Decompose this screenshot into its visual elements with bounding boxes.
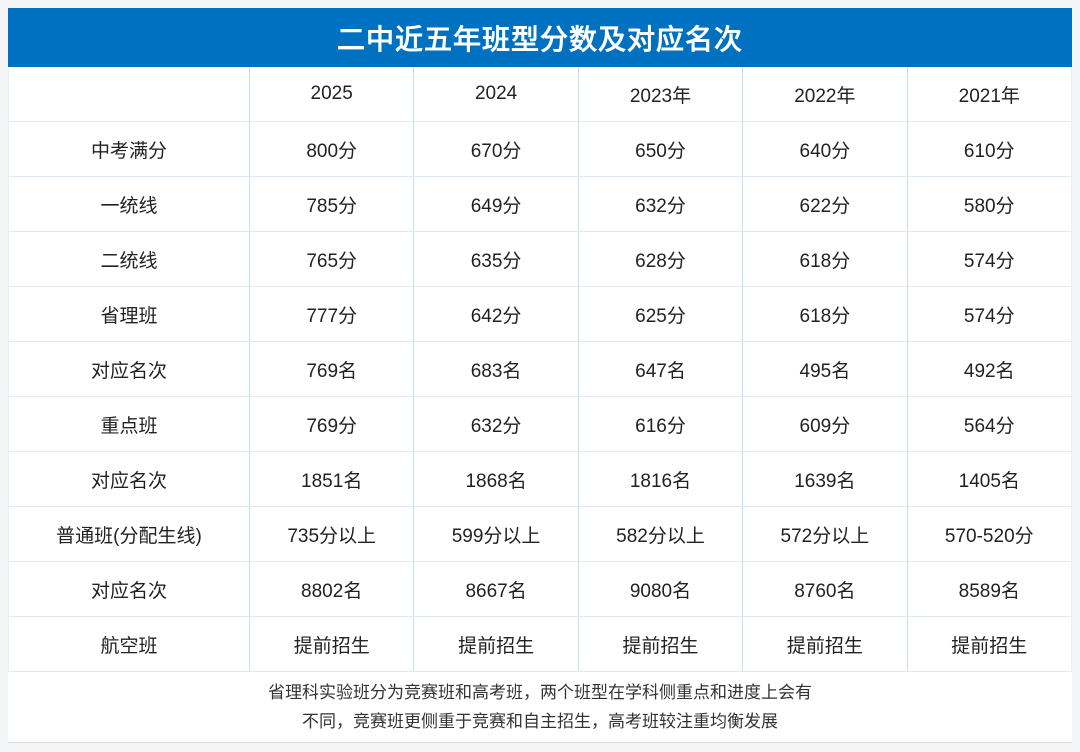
table-cell: 提前招生	[248, 616, 414, 672]
footer-note: 省理科实验班分为竞赛班和高考班，两个班型在学科侧重点和进度上会有 不同，竞赛班更…	[8, 672, 1072, 742]
table-cell: 683名	[413, 341, 579, 397]
table-cell: 495名	[742, 341, 908, 397]
table-cell: 625分	[577, 286, 743, 342]
table-cell: 649分	[413, 176, 579, 232]
table-cell: 735分以上	[248, 506, 414, 562]
table-cell: 8802名	[248, 561, 414, 617]
table-cell: 618分	[742, 286, 908, 342]
table-cell: 574分	[906, 231, 1072, 287]
title-banner: 二中近五年班型分数及对应名次	[8, 8, 1072, 67]
year-column-header: 2022年	[742, 67, 908, 122]
table-cell: 8760名	[742, 561, 908, 617]
table-cell: 616分	[577, 396, 743, 452]
row-label: 普通班(分配生线)	[8, 506, 250, 562]
page-title: 二中近五年班型分数及对应名次	[336, 23, 743, 55]
score-table-card: 二中近五年班型分数及对应名次 2025 2024 2023年 2022年 2021年 中…	[8, 8, 1072, 743]
table-cell: 492名	[906, 341, 1072, 397]
table-cell: 提前招生	[906, 616, 1072, 672]
table-row: 一统线 785分 649分 632分 622分 580分	[8, 176, 1072, 232]
year-column-header: 2023年	[577, 67, 743, 122]
table-cell: 785分	[248, 176, 414, 232]
table-header-row: 2025 2024 2023年 2022年 2021年	[8, 67, 1072, 122]
row-label: 航空班	[8, 616, 250, 672]
row-label: 对应名次	[8, 451, 250, 507]
table-cell: 1851名	[248, 451, 414, 507]
table-cell: 提前招生	[742, 616, 908, 672]
table-cell: 提前招生	[413, 616, 579, 672]
row-label: 重点班	[8, 396, 250, 452]
table-cell: 8589名	[906, 561, 1072, 617]
row-label: 省理班	[8, 286, 250, 342]
table-cell: 提前招生	[577, 616, 743, 672]
table-cell: 632分	[413, 396, 579, 452]
table-row: 二统线 765分 635分 628分 618分 574分	[8, 231, 1072, 287]
table-cell: 1868名	[413, 451, 579, 507]
table-row: 航空班 提前招生 提前招生 提前招生 提前招生 提前招生	[8, 616, 1072, 672]
row-label: 二统线	[8, 231, 250, 287]
table-row: 普通班(分配生线) 735分以上 599分以上 582分以上 572分以上 570-520…	[8, 506, 1072, 562]
table-cell: 610分	[906, 121, 1072, 177]
table-cell: 800分	[248, 121, 414, 177]
table-row: 省理班 777分 642分 625分 618分 574分	[8, 286, 1072, 342]
table-cell: 632分	[577, 176, 743, 232]
year-column-header: 2021年	[906, 67, 1072, 122]
table-row: 中考满分 800分 670分 650分 640分 610分	[8, 121, 1072, 177]
row-label-header	[8, 67, 250, 122]
table-cell: 618分	[742, 231, 908, 287]
table-row: 对应名次 1851名 1868名 1816名 1639名 1405名	[8, 451, 1072, 507]
table-cell: 622分	[742, 176, 908, 232]
table-row: 对应名次 769名 683名 647名 495名 492名	[8, 341, 1072, 397]
table-cell: 777分	[248, 286, 414, 342]
table-cell: 769分	[248, 396, 414, 452]
table-cell: 650分	[577, 121, 743, 177]
table-cell: 628分	[577, 231, 743, 287]
table-cell: 564分	[906, 396, 1072, 452]
table-body: 中考满分 800分 670分 650分 640分 610分 一统线 785分 649分 632分 6…	[8, 121, 1072, 672]
row-label: 一统线	[8, 176, 250, 232]
table-cell: 570-520分	[906, 506, 1072, 562]
table-cell: 640分	[742, 121, 908, 177]
table-cell: 670分	[413, 121, 579, 177]
table-row: 对应名次 8802名 8667名 9080名 8760名 8589名	[8, 561, 1072, 617]
row-label: 对应名次	[8, 341, 250, 397]
table-cell: 635分	[413, 231, 579, 287]
table-cell: 609分	[742, 396, 908, 452]
table-cell: 769名	[248, 341, 414, 397]
table-header: 2025 2024 2023年 2022年 2021年	[8, 67, 1072, 122]
table-cell: 642分	[413, 286, 579, 342]
score-table: 2025 2024 2023年 2022年 2021年 中考满分 800分 670分 650分…	[8, 67, 1072, 672]
footer-note-line-1: 省理科实验班分为竞赛班和高考班，两个班型在学科侧重点和进度上会有	[268, 683, 812, 702]
table-cell: 8667名	[413, 561, 579, 617]
table-cell: 1816名	[577, 451, 743, 507]
table-cell: 1639名	[742, 451, 908, 507]
table-cell: 1405名	[906, 451, 1072, 507]
row-label: 对应名次	[8, 561, 250, 617]
table-cell: 9080名	[577, 561, 743, 617]
footer-note-line-2: 不同，竞赛班更侧重于竞赛和自主招生，高考班较注重均衡发展	[302, 712, 778, 731]
row-label: 中考满分	[8, 121, 250, 177]
year-column-header: 2025	[248, 67, 414, 122]
table-cell: 572分以上	[742, 506, 908, 562]
table-cell: 582分以上	[577, 506, 743, 562]
table-cell: 574分	[906, 286, 1072, 342]
table-cell: 647名	[577, 341, 743, 397]
table-cell: 599分以上	[413, 506, 579, 562]
table-row: 重点班 769分 632分 616分 609分 564分	[8, 396, 1072, 452]
year-column-header: 2024	[413, 67, 579, 122]
table-cell: 580分	[906, 176, 1072, 232]
table-cell: 765分	[248, 231, 414, 287]
